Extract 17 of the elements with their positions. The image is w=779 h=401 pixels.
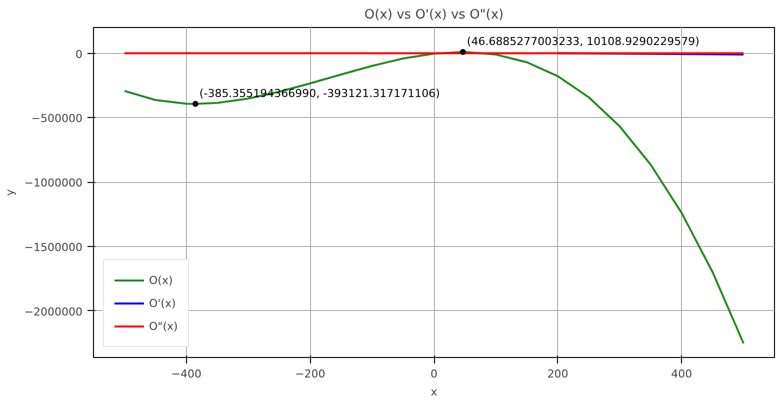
y-tick-label: −1000000 — [24, 176, 83, 190]
chart-title: O(x) vs O'(x) vs O"(x) — [364, 8, 504, 22]
y-tick-label: 0 — [76, 48, 82, 61]
legend-label: O'(x) — [149, 296, 176, 310]
y-tick-label: −1500000 — [24, 240, 83, 254]
y-tick-label: −500000 — [31, 112, 83, 126]
annotation: (46.6885277003233, 10108.9290229579) — [466, 34, 700, 48]
x-tick-label: −400 — [171, 368, 202, 380]
x-tick-label: 0 — [430, 368, 438, 380]
legend-label: O(x) — [149, 274, 173, 286]
x-axis-title: x — [430, 386, 438, 398]
x-tick-label: −200 — [295, 368, 326, 380]
y-tick-label: −2000000 — [24, 305, 83, 318]
x-tick-label: 400 — [671, 368, 692, 380]
legend-label: O"(x) — [149, 320, 178, 332]
y-axis-title: y — [3, 188, 16, 196]
x-tick-label: 200 — [547, 368, 568, 380]
